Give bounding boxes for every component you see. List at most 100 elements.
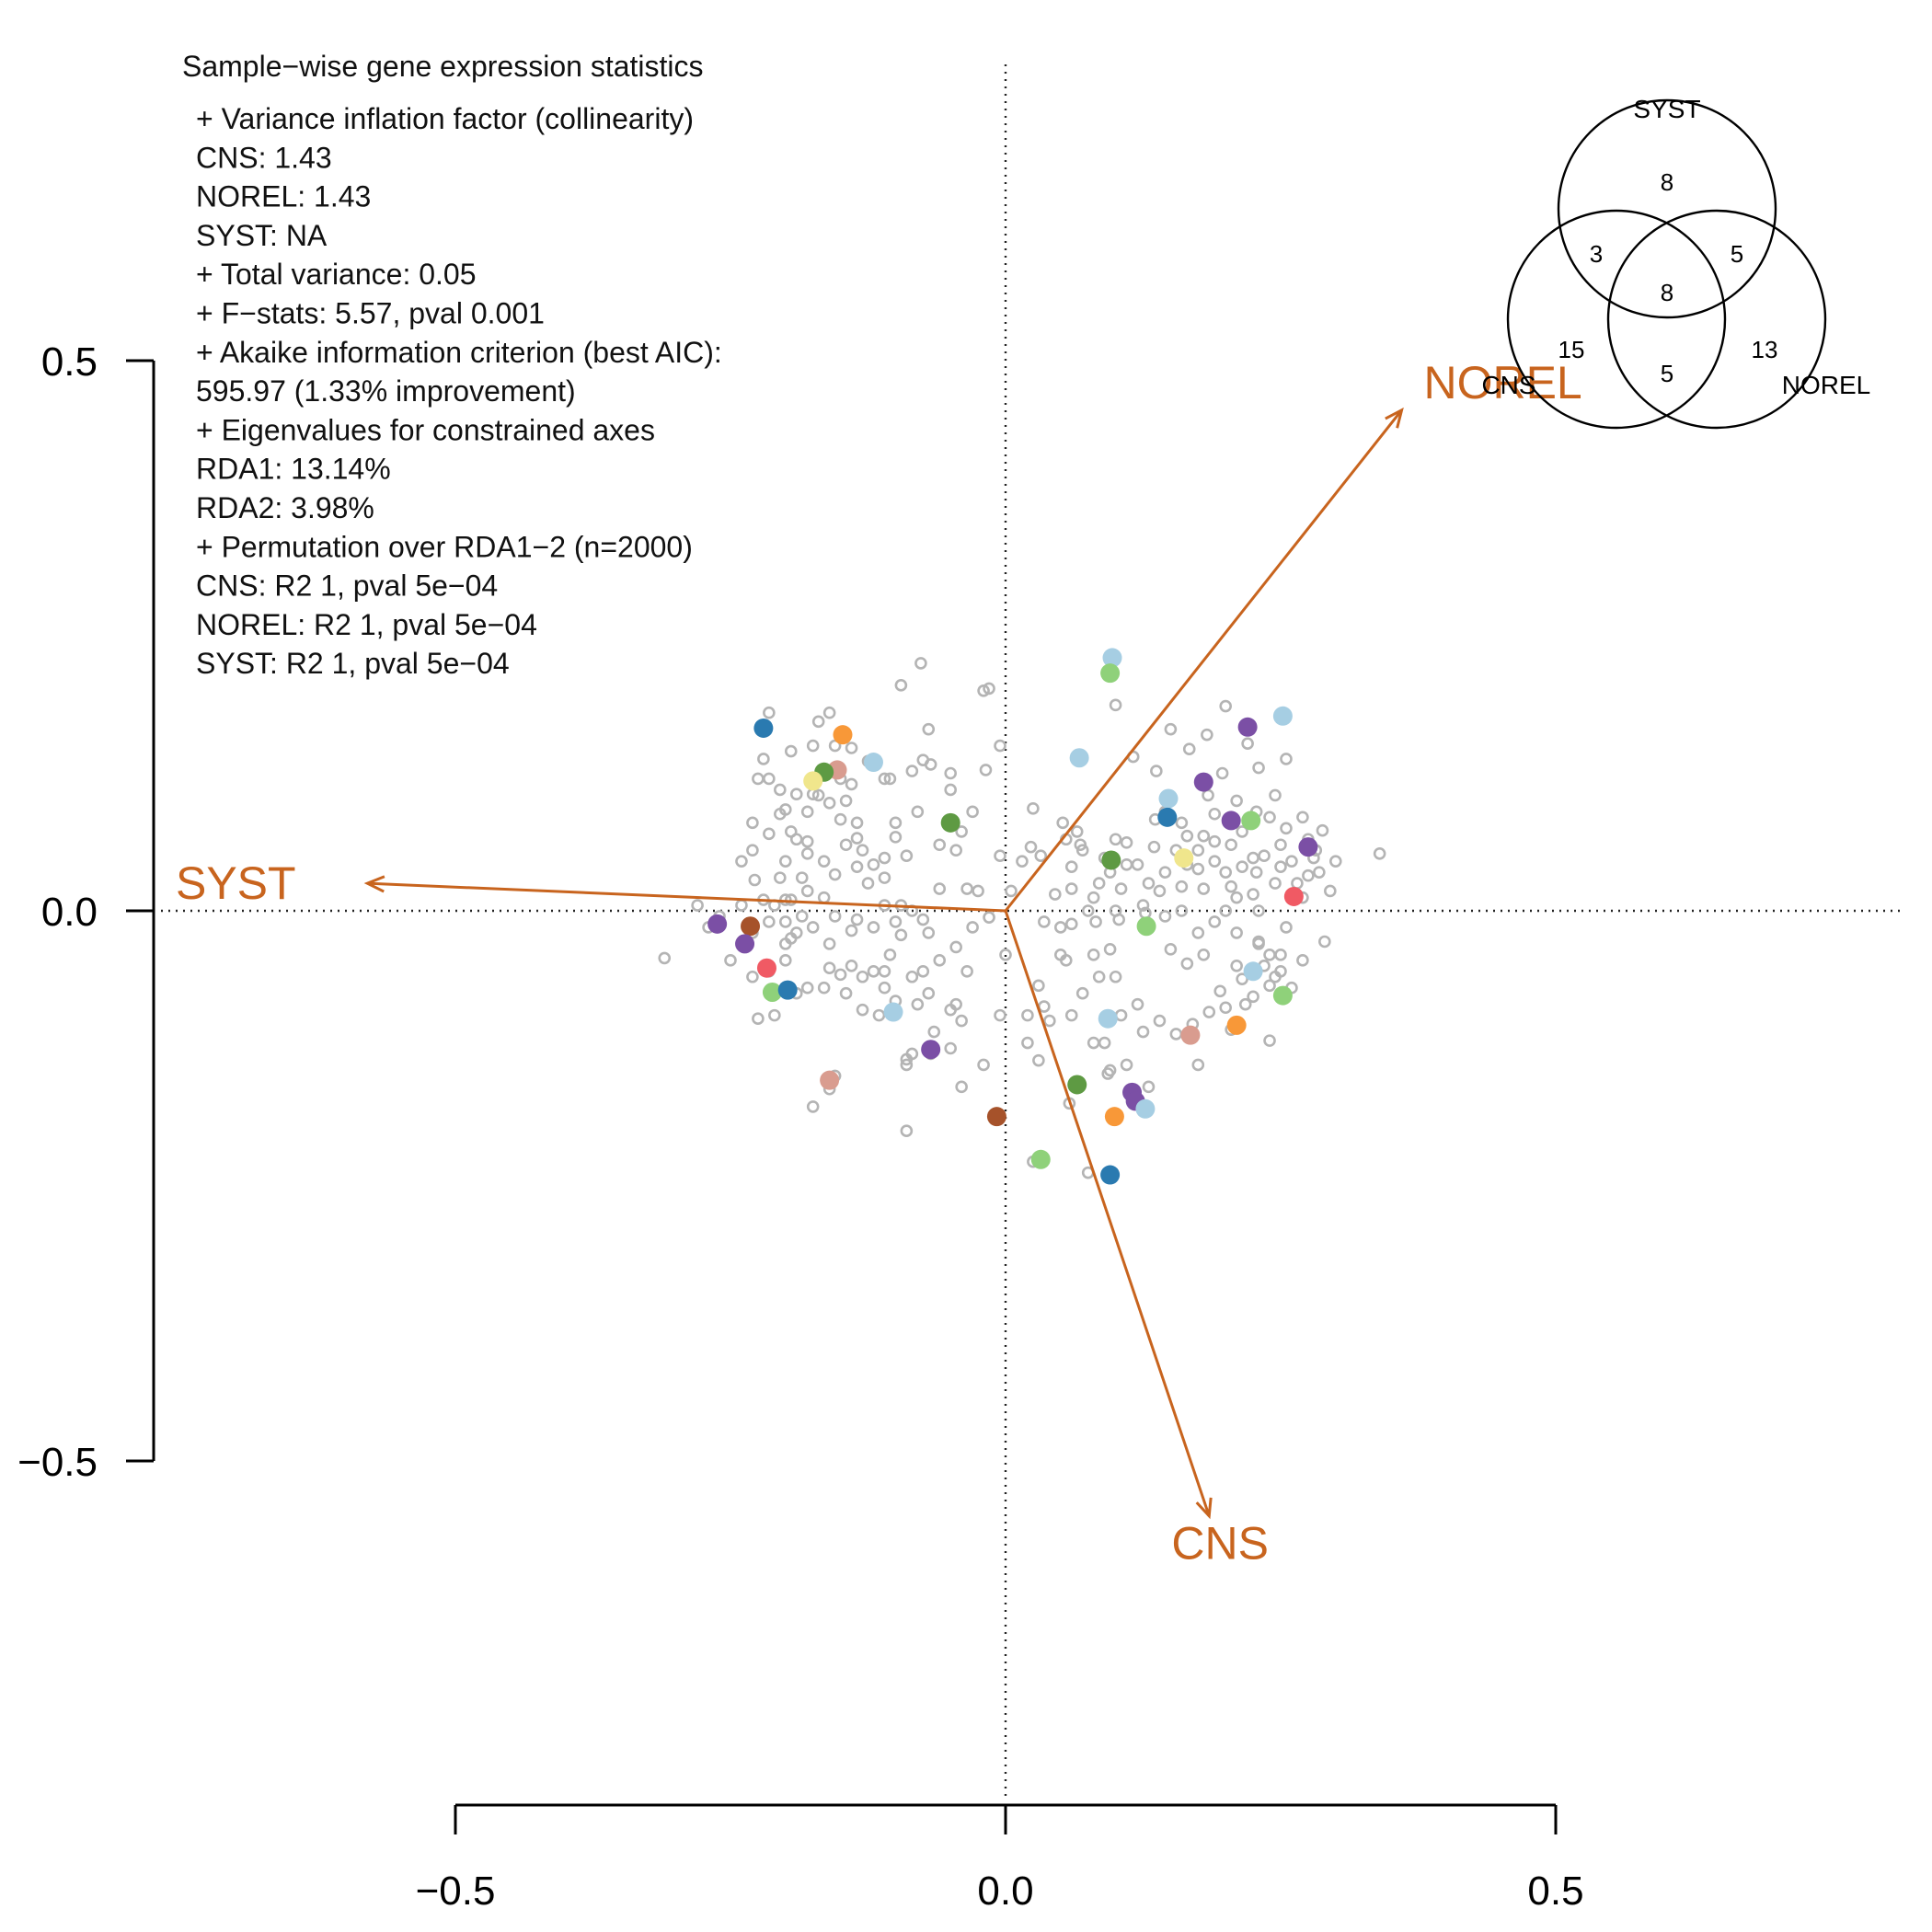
gene-point — [1070, 825, 1084, 838]
sample-point — [735, 934, 755, 954]
stats-annotation: Sample−wise gene expression statistics + … — [182, 50, 722, 680]
x-tick-label: 0.5 — [1527, 1869, 1583, 1914]
gene-point — [889, 915, 903, 928]
gene-point — [856, 844, 869, 857]
stats-line: + Total variance: 0.05 — [196, 258, 477, 291]
gene-point — [1208, 834, 1222, 848]
gene-point — [752, 1012, 765, 1026]
gene-point — [955, 825, 968, 838]
gene-point — [1247, 851, 1259, 865]
gene-point — [828, 739, 842, 753]
stats-heading: Sample−wise gene expression statistics — [182, 50, 704, 83]
sample-point — [1102, 648, 1122, 668]
gene-point — [1191, 926, 1205, 939]
venn-circle — [1506, 209, 1727, 430]
gene-point — [1038, 1000, 1051, 1013]
gene-point — [1120, 857, 1133, 871]
gene-point — [999, 949, 1012, 961]
gene-point — [1263, 1034, 1276, 1047]
sample-point — [1226, 1015, 1247, 1035]
sample-point — [753, 718, 774, 738]
gene-point — [949, 997, 962, 1011]
gene-point — [883, 772, 897, 786]
gene-point — [1142, 877, 1156, 890]
venn-region-count: 5 — [1661, 360, 1673, 387]
gene-point — [1263, 811, 1276, 824]
gene-point — [822, 796, 836, 810]
gene-point — [944, 783, 957, 797]
gene-point — [800, 847, 814, 860]
gene-point — [1109, 904, 1122, 917]
gene-point — [994, 1008, 1006, 1022]
arrow-head — [363, 875, 385, 893]
gene-point — [1329, 855, 1342, 868]
gene-point — [878, 981, 891, 995]
sample-point — [1237, 717, 1258, 737]
gene-point — [1005, 884, 1018, 898]
gene-point — [1075, 844, 1089, 857]
gene-point — [922, 926, 936, 939]
gene-point — [1230, 960, 1243, 972]
gene-point — [1158, 910, 1172, 923]
gene-point — [878, 964, 891, 978]
gene-point — [1087, 1036, 1100, 1050]
gene-point — [763, 706, 776, 719]
gene-point — [1241, 737, 1254, 751]
gene-point — [850, 913, 864, 926]
gene-point — [1087, 891, 1100, 904]
gene-point — [1219, 699, 1232, 713]
gene-point — [828, 910, 842, 923]
gene-point — [1191, 862, 1205, 876]
gene-point — [983, 911, 995, 924]
sample-point — [1101, 850, 1121, 870]
arrow-label: SYST — [176, 857, 296, 909]
gene-point — [1120, 1058, 1133, 1072]
gene-point — [789, 833, 803, 846]
gene-point — [889, 816, 903, 830]
gene-point — [1296, 811, 1309, 824]
gene-point — [752, 772, 765, 786]
gene-point — [883, 949, 897, 961]
gene-point — [1274, 949, 1287, 961]
sample-point — [883, 1002, 903, 1022]
sample-point — [921, 1040, 941, 1060]
gene-point — [1225, 838, 1237, 852]
gene-point — [778, 855, 792, 868]
gene-point — [861, 877, 875, 890]
sample-point — [1136, 916, 1156, 937]
gene-point — [1180, 829, 1194, 843]
gene-point — [1197, 882, 1211, 895]
gene-point — [1247, 888, 1259, 901]
gene-point — [1291, 877, 1304, 890]
gene-point — [845, 742, 858, 754]
gene-point — [894, 679, 908, 692]
reference-lines — [161, 64, 1900, 1799]
gene-point — [905, 765, 919, 777]
gene-point — [795, 871, 809, 884]
gene-point — [1201, 728, 1213, 742]
gene-point — [1313, 866, 1326, 879]
gene-point — [746, 970, 759, 983]
gene-point — [1274, 860, 1287, 873]
gene-point — [1087, 949, 1100, 961]
gene-point — [867, 921, 880, 934]
gene-point — [1258, 849, 1271, 863]
gene-point — [933, 882, 947, 895]
gene-point — [763, 915, 776, 928]
gene-point — [800, 884, 814, 898]
stats-line: SYST: R2 1, pval 5e−04 — [196, 647, 510, 680]
gene-point — [1263, 949, 1276, 961]
stats-line: + Variance inflation factor (collinearit… — [196, 102, 694, 135]
gene-point — [1318, 935, 1331, 949]
gene-point — [1032, 1053, 1045, 1067]
gene-point — [872, 1008, 886, 1022]
gene-point — [1175, 816, 1189, 830]
gene-point — [746, 816, 759, 830]
venn-diagram: SYST CNS NOREL 8 3 5 8 15 13 5 — [1481, 95, 1870, 430]
gene-point — [1208, 915, 1222, 928]
gene-point — [1147, 840, 1161, 854]
sample-point — [1100, 1165, 1121, 1185]
gene-point — [1324, 884, 1337, 898]
gene-point — [1238, 997, 1252, 1011]
gene-point — [800, 805, 814, 819]
